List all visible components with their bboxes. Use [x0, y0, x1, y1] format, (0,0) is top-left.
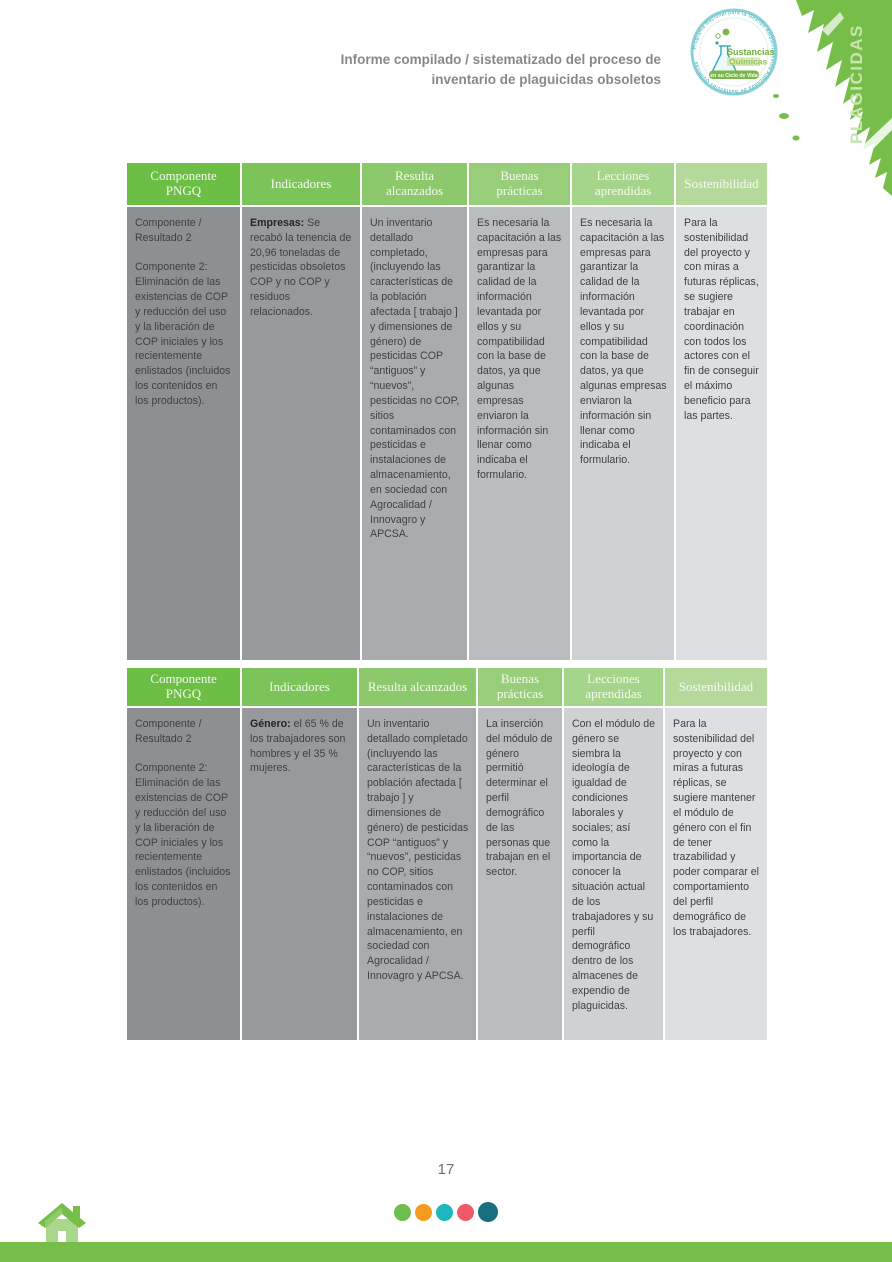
logo-bubble-icon	[715, 33, 721, 39]
logo-name-line2: Químicas	[729, 57, 768, 67]
page-number: 17	[437, 1161, 455, 1178]
cell-text: Componente / Resultado 2 Componente 2: E…	[135, 217, 231, 407]
cell-lead: Género:	[250, 718, 291, 730]
cell-text: Con el módulo de género se siembra la id…	[572, 718, 656, 1012]
page-title-line2: inventario de plaguicidas obsoletos	[431, 72, 661, 88]
dot-orange	[415, 1203, 432, 1221]
house-chimney	[73, 1206, 80, 1218]
logo-bubble-icon	[722, 28, 730, 36]
dot-green	[394, 1203, 411, 1221]
cell-text: Es necesaria la capacitación a las empre…	[477, 217, 562, 482]
logo-tagline-band	[709, 70, 759, 79]
table2-cell-sostenibilidad: Para la sostenibilidad del proyecto y co…	[665, 708, 767, 1040]
table2-header-resultados: Resulta alcanzados	[359, 668, 478, 706]
table2-header-sostenibilidad: Sostenibilidad	[665, 668, 767, 706]
dot-teal	[436, 1203, 453, 1221]
table2-cell-componente: Componente / Resultado 2 Componente 2: E…	[127, 708, 242, 1040]
footer-dots	[0, 1202, 892, 1222]
cell-text: el 65 % de los trabajadores son hombres …	[250, 718, 346, 775]
table1-body-row: Componente / Resultado 2 Componente 2: E…	[127, 207, 767, 660]
cell-text: Un inventario detallado completado, (inc…	[370, 217, 460, 541]
bottom-green-bar	[0, 1242, 892, 1262]
table1-cell-componente: Componente / Resultado 2 Componente 2: E…	[127, 207, 242, 660]
cell-lead: Empresas:	[250, 217, 305, 229]
table2-cell-resultados: Un inventario detallado completado (incl…	[359, 708, 478, 1040]
table1-cell-buenas-practicas: Es necesaria la capacitación a las empre…	[469, 207, 572, 660]
dot-dark-teal	[478, 1202, 498, 1222]
table2-cell-buenas-practicas: La inserción del módulo de género permit…	[478, 708, 564, 1040]
house-roof-shade	[45, 1207, 62, 1228]
table2-header-indicadores: Indicadores	[242, 668, 359, 706]
table1-header-componente: Componente PNGQ	[127, 163, 242, 205]
house-door	[58, 1231, 66, 1243]
table2-body-row: Componente / Resultado 2 Componente 2: E…	[127, 708, 767, 1040]
results-table-1: Componente PNGQ Indicadores Resulta alca…	[127, 163, 767, 660]
cell-text: Para la sostenibilidad del proyecto y co…	[684, 217, 759, 422]
cell-text: Se recabó la tenencia de 20,96 toneladas…	[250, 217, 352, 318]
table1-cell-indicadores: Empresas: Se recabó la tenencia de 20,96…	[242, 207, 362, 660]
house-icon	[38, 1203, 86, 1243]
page-title-line1: Informe compilado / sistematizado del pr…	[340, 52, 661, 67]
cell-text: Un inventario detallado completado (incl…	[367, 718, 469, 983]
page-title: Informe compilado / sistematizado del pr…	[341, 50, 661, 91]
table2-header-row: Componente PNGQ Indicadores Resulta alca…	[127, 668, 767, 706]
cell-text: Componente / Resultado 2 Componente 2: E…	[135, 718, 231, 908]
cell-text: Es necesaria la capacitación a las empre…	[580, 217, 667, 467]
table1-header-resultados: Resulta alcanzados	[362, 163, 469, 205]
table2-header-buenas-practicas: Buenas prácticas	[478, 668, 564, 706]
table1-header-buenas-practicas: Buenas prácticas	[469, 163, 572, 205]
results-table-2: Componente PNGQ Indicadores Resulta alca…	[127, 668, 767, 1040]
logo-bubble-icon	[715, 41, 719, 45]
table2-header-lecciones: Lecciones aprendidas	[564, 668, 665, 706]
table1-header-sostenibilidad: Sostenibilidad	[676, 163, 767, 205]
table1-header-row: Componente PNGQ Indicadores Resulta alca…	[127, 163, 767, 205]
cell-text: La inserción del módulo de género permit…	[486, 718, 553, 879]
table2-cell-lecciones: Con el módulo de género se siembra la id…	[564, 708, 665, 1040]
program-logo: Programa Nacional para la Gestión Ambien…	[690, 8, 778, 96]
logo-tagline: en su Ciclo de Vida	[710, 73, 758, 79]
table2-header-componente: Componente PNGQ	[127, 668, 242, 706]
table1-header-indicadores: Indicadores	[242, 163, 362, 205]
cell-text: Para la sostenibilidad del proyecto y co…	[673, 718, 759, 938]
logo-name-highlight	[727, 57, 760, 66]
table2-cell-indicadores: Género: el 65 % de los trabajadores son …	[242, 708, 359, 1040]
logo-inner-ring	[699, 17, 769, 87]
table1-header-lecciones: Lecciones aprendidas	[572, 163, 676, 205]
side-label-plagicidas: PLAGICIDAS	[847, 24, 866, 144]
dot-red	[457, 1203, 474, 1221]
table1-cell-resultados: Un inventario detallado completado, (inc…	[362, 207, 469, 660]
logo-name-line1: Sustancias	[727, 47, 775, 57]
table1-cell-sostenibilidad: Para la sostenibilidad del proyecto y co…	[676, 207, 767, 660]
table1-cell-lecciones: Es necesaria la capacitación a las empre…	[572, 207, 676, 660]
green-paint-splash	[773, 0, 892, 196]
